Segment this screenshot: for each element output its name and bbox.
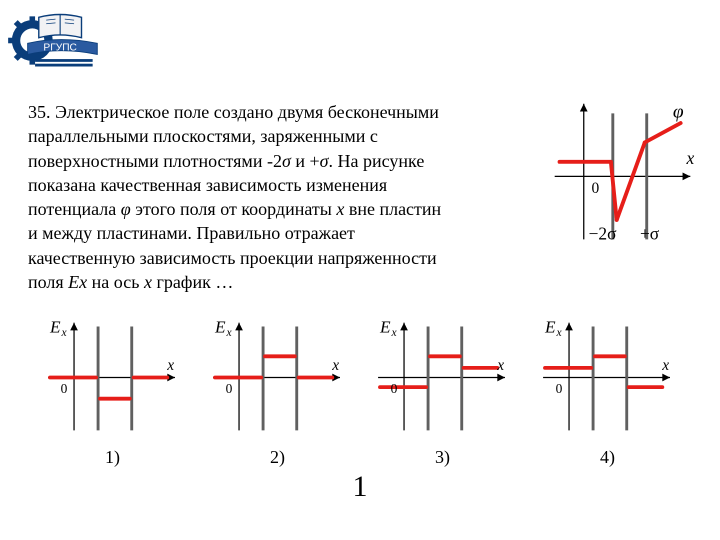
svg-text:0: 0	[556, 381, 563, 396]
origin-label: 0	[592, 180, 600, 197]
option-4: Ex x 0 4)	[535, 315, 680, 468]
reference-potential-graph: φ x 0 −2σ +σ	[545, 94, 700, 254]
logo: РГУПС	[8, 8, 103, 73]
svg-text:E: E	[379, 317, 391, 336]
x-axis-label: x	[685, 148, 694, 168]
svg-text:0: 0	[391, 381, 398, 396]
svg-text:x: x	[61, 327, 68, 339]
option-2: Ex x 0 2)	[205, 315, 350, 468]
svg-text:E: E	[49, 317, 61, 336]
option-label: 1)	[40, 447, 185, 468]
option-label: 2)	[205, 447, 350, 468]
option-1: Ex x 0 1)	[40, 315, 185, 468]
svg-text:x: x	[556, 327, 563, 339]
svg-text:РГУПС: РГУПС	[43, 43, 77, 54]
phi-label: φ	[673, 101, 684, 122]
option-label: 3)	[370, 447, 515, 468]
svg-text:0: 0	[226, 381, 233, 396]
problem-text: 35. Электрическое поле создано двумя бес…	[28, 100, 528, 294]
svg-text:x: x	[661, 357, 669, 374]
left-charge-label: −2σ	[589, 223, 618, 243]
option-label: 4)	[535, 447, 680, 468]
svg-text:E: E	[214, 317, 226, 336]
svg-text:x: x	[166, 357, 174, 374]
problem-number: 35.	[28, 102, 51, 122]
svg-text:x: x	[496, 357, 504, 374]
svg-text:x: x	[226, 327, 233, 339]
answer-options: Ex x 0 1) Ex x 0 2) Ex x 0 3) Ex x 0 4)	[40, 315, 680, 468]
svg-text:0: 0	[61, 381, 68, 396]
svg-text:x: x	[331, 357, 339, 374]
content-area: φ x 0 −2σ +σ 35. Электрическое поле созд…	[28, 100, 700, 294]
answer: 1	[0, 470, 720, 504]
svg-text:x: x	[391, 327, 398, 339]
option-3: Ex x 0 3)	[370, 315, 515, 468]
right-charge-label: +σ	[640, 223, 660, 243]
svg-text:E: E	[544, 317, 556, 336]
